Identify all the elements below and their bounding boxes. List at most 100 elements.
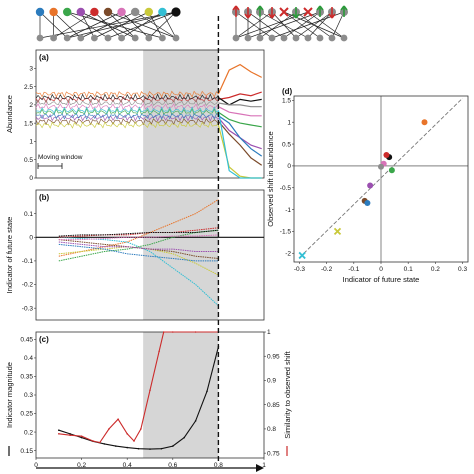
x-tick-label: 0.2 <box>77 462 86 469</box>
series-line <box>58 239 219 259</box>
x-tick-label: -0.3 <box>294 266 306 273</box>
series-line-pre <box>36 106 219 114</box>
network-node-top <box>49 7 58 17</box>
plot-frame <box>35 189 265 321</box>
network-link <box>80 11 136 39</box>
y-tick-label: 0.35 <box>20 374 33 381</box>
network-node-bottom <box>268 34 276 42</box>
panel-c-magnitude-similarity: (c) 0.15 0.2 0.25 0.3 0.35 0.4 0.45 Indicator ma… <box>5 329 292 472</box>
y-tick-label: 0.15 <box>20 448 33 455</box>
network-node-bottom <box>50 34 57 42</box>
series-line <box>58 331 219 444</box>
series-line-pre <box>35 107 219 116</box>
series-line-pre <box>35 117 219 126</box>
network-arrow-up <box>256 5 264 17</box>
network-node-top <box>131 7 140 17</box>
y-tick-label: -0.2 <box>22 282 34 289</box>
data-point <box>367 182 374 189</box>
network-node-bottom <box>36 34 44 42</box>
network-link <box>283 11 321 39</box>
y-tick-label: 0.5 <box>24 157 33 164</box>
x-tick-label: 1 <box>262 462 266 469</box>
panel-label: (c) <box>39 335 49 344</box>
moving-window-label: Moving window <box>38 154 83 161</box>
x-tick-label: 0 <box>379 266 383 273</box>
y-right-tick-label: 1 <box>267 329 271 336</box>
data-point <box>383 151 390 158</box>
network-node-top <box>144 7 153 17</box>
panel-a-abundance: (a) 0 0.5 1 1.5 2 2.5 3 Abundance Moving window <box>5 49 265 182</box>
network-node-bottom <box>118 34 125 42</box>
panel-label: (d) <box>282 87 293 96</box>
y-axis-label: Observed shift in abundance <box>266 131 275 226</box>
network-node-bottom <box>244 34 252 42</box>
network-arrow-down <box>292 7 300 19</box>
network-node-bottom <box>340 34 348 42</box>
x-tick-label: 0.8 <box>214 462 223 469</box>
network-node-top <box>35 7 45 17</box>
network-node-top <box>76 7 86 17</box>
y-tick-label: -1.5 <box>280 229 292 236</box>
time-arrow-head <box>256 464 264 472</box>
network-link <box>107 11 177 39</box>
x-axis-label: Indicator of future state <box>343 275 420 284</box>
shaded-window <box>143 332 219 458</box>
network-node-bottom <box>328 34 336 42</box>
x-tick-label: 0.1 <box>404 266 413 273</box>
network-node-bottom <box>77 34 85 42</box>
network-link <box>295 11 333 39</box>
network-node-bottom <box>104 34 112 42</box>
series-line <box>58 241 219 252</box>
panel-d-scatter: (d) -0.3 -0.2 -0.1 0 0.1 0.2 0.3 -2 -1.5 -1 -0.5 0 0.… <box>266 87 469 284</box>
network-link <box>67 11 163 39</box>
network-node-bottom <box>316 34 324 42</box>
y-tick-label: -0.5 <box>280 185 292 192</box>
series-line-post <box>218 106 262 117</box>
y-tick-label: 2 <box>29 102 33 109</box>
y-tick-label: -2 <box>285 250 291 257</box>
network-arrow-up <box>316 5 324 17</box>
y-right-tick-label: 0.8 <box>267 426 276 433</box>
series-line <box>58 229 219 237</box>
series-line <box>58 243 219 262</box>
panel-b-indicator: (b) -0.3 -0.2 -0.1 0 0.1 Indicator of future s… <box>5 189 265 321</box>
network-node-top <box>103 7 113 17</box>
y-tick-label: -1 <box>285 207 291 214</box>
network-node-top <box>90 7 99 17</box>
y-axis-label: Indicator magnitude <box>5 362 14 428</box>
x-tick-label: -0.1 <box>348 266 360 273</box>
network-node-top <box>171 7 181 17</box>
x-tick-label: 0.6 <box>168 462 177 469</box>
y-tick-label: 0 <box>29 234 33 241</box>
y-tick-label: 1.5 <box>282 98 291 105</box>
series-line-post <box>217 120 263 166</box>
y-tick-label: 0 <box>29 175 33 182</box>
series-line <box>58 234 219 241</box>
y-tick-label: 0.45 <box>20 337 33 344</box>
network-marker-extinct <box>279 7 289 17</box>
y-tick-label: 0.4 <box>24 355 33 362</box>
y-tick-label: -0.3 <box>22 305 34 312</box>
series-line-pre <box>35 93 219 101</box>
y-tick-label: 0.1 <box>24 211 33 218</box>
y-tick-label: 0.25 <box>20 411 33 418</box>
y-tick-label: 1 <box>29 139 33 146</box>
series-line-post <box>218 91 262 100</box>
network-arrow-up <box>232 5 240 17</box>
series-line <box>58 346 219 450</box>
x-tick-label: 0 <box>34 462 38 469</box>
data-point <box>421 119 428 126</box>
shaded-window <box>143 50 219 178</box>
network-node-bottom <box>232 34 240 42</box>
network-arrow-down <box>268 7 276 19</box>
y-tick-label: 1.5 <box>24 120 33 127</box>
panel-label: (b) <box>39 193 50 202</box>
y-tick-label: 2.5 <box>24 84 33 91</box>
series-line-post <box>218 115 263 157</box>
y-right-tick-label: 0.95 <box>267 353 280 360</box>
y-tick-label: -0.1 <box>22 258 34 265</box>
food-web-diagrams <box>35 5 348 42</box>
data-point <box>364 200 371 207</box>
series-line-post <box>218 97 262 106</box>
